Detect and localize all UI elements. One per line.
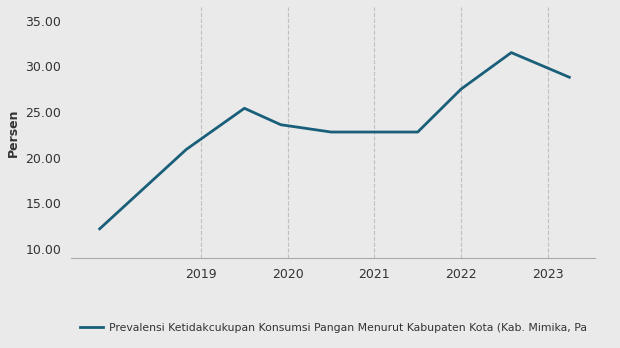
Legend: Prevalensi Ketidakcukupan Konsumsi Pangan Menurut Kabupaten Kota (Kab. Mimika, P: Prevalensi Ketidakcukupan Konsumsi Panga… [75,319,591,337]
Y-axis label: Persen: Persen [7,108,20,157]
